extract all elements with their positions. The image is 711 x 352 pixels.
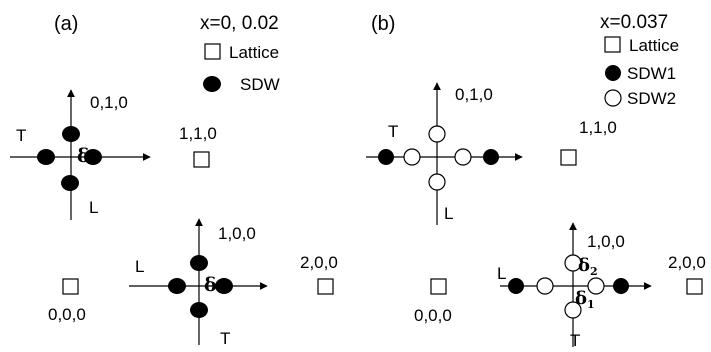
panel-b-composition: x=0.037 [600,12,668,33]
axis-label-T: T [388,122,398,141]
lattice-point-110 [560,149,577,166]
lattice-point-110 [193,151,210,168]
lattice-point-000 [62,278,79,295]
panel-a-upper-cross: 0,1,0 T L δ [10,89,151,220]
legend-sdw2-label: SDW2 [627,89,676,108]
panel-a-composition: x=0, 0.02 [200,13,279,34]
sdw2-peak [403,148,421,166]
point-label-010: 0,1,0 [90,93,128,112]
sdw2-peak [564,301,582,319]
delta1-subscript: 1 [587,298,595,311]
sdw1-peak [378,149,394,165]
point-label-200: 2,0,0 [668,253,706,272]
panel-b-lower-cross: 1,0,0 L T δ2 δ1 [497,222,652,350]
legend-lattice-square-icon [604,36,621,53]
panel-a-label: (a) [54,13,78,35]
lattice-point-200 [686,278,703,295]
point-label-110: 1,1,0 [579,118,617,137]
point-label-000: 0,0,0 [414,306,452,325]
panel-a-legend: Lattice SDW [203,43,280,94]
legend-lattice-label: Lattice [629,36,679,55]
legend-sdw-label: SDW [240,75,280,94]
legend-lattice-square-icon [204,43,221,60]
axis-label-L: L [89,198,98,217]
legend-sdw2-open-circle-icon [604,89,622,107]
sdw2-peak [428,125,446,143]
lattice-point-000 [430,278,447,295]
point-label-110: 1,1,0 [179,124,217,143]
sdw-peak [62,126,80,142]
sdw2-peak [564,254,582,272]
sdw2-peak [536,277,554,295]
sdw2-peak [428,173,446,191]
point-label-010: 0,1,0 [455,85,493,104]
sdw-peak [84,149,102,165]
panel-b-label: (b) [371,13,395,35]
sdw-peak [190,255,208,271]
axis-label-L: L [497,264,506,283]
sdw1-peak [508,278,524,294]
point-label-000: 0,0,0 [48,305,86,324]
delta2-subscript: 2 [590,265,598,278]
panel-a-lower-cross: 1,0,0 L T δ [129,218,268,348]
delta1-symbol-glyph: δ [575,288,587,309]
sdw1-peak [483,149,499,165]
point-label-100: 1,0,0 [587,232,625,251]
axis-label-T: T [220,329,230,348]
legend-lattice-label: Lattice [229,43,279,62]
sdw-peak [168,278,186,294]
panel-b-legend: Lattice SDW1 SDW2 [604,36,679,108]
delta1-symbol: δ1 [575,288,595,311]
point-label-200: 2,0,0 [300,253,338,272]
sdw1-peak [613,278,629,294]
delta-symbol: δ [204,274,217,296]
legend-sdw1-label: SDW1 [627,64,676,83]
panel-b: (b) x=0.037 Lattice SDW1 SDW2 0,1,0 T L [366,12,706,350]
sdw2-peak [587,277,605,295]
panel-a: (a) x=0, 0.02 Lattice SDW 0,1,0 T L δ 1,… [10,13,338,348]
point-label-100: 1,0,0 [218,224,256,243]
axis-label-L: L [444,204,453,223]
axis-label-L: L [135,257,144,276]
delta-symbol: δ [77,145,90,167]
sdw2-peak [454,148,472,166]
sdw-peak [190,302,208,318]
sdw-peak [37,149,55,165]
legend-sdw-filled-circle-icon [203,76,221,92]
sdw-peak [61,175,79,191]
panel-b-upper-cross: 0,1,0 T L [366,82,523,225]
delta2-symbol-glyph: δ [578,255,590,276]
delta2-symbol: δ2 [578,255,598,278]
sdw-peak [215,278,233,294]
axis-label-T: T [16,126,26,145]
axis-label-T: T [570,331,580,350]
legend-sdw1-filled-circle-icon [605,65,621,81]
lattice-point-200 [317,278,334,295]
